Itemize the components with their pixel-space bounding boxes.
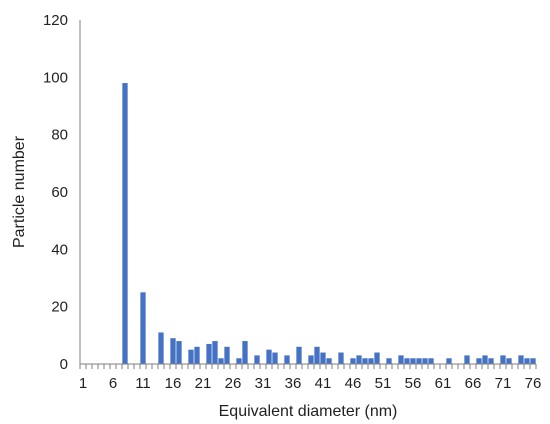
x-tick-label: 66	[465, 375, 482, 392]
bar-75	[524, 358, 530, 364]
bar-57	[416, 358, 422, 364]
x-axis-title: Equivalent diameter (nm)	[219, 403, 398, 420]
bar-11	[140, 292, 146, 364]
bar-72	[506, 358, 512, 364]
x-tick-label: 11	[135, 375, 151, 392]
bar-23	[212, 341, 218, 364]
bar-50	[374, 352, 380, 364]
y-tick-label: 60	[51, 184, 68, 201]
bar-30	[254, 355, 260, 364]
bar-65	[464, 355, 470, 364]
y-tick-labels: 0 20 40 60 80 100 120	[43, 12, 68, 373]
x-tick-label: 46	[345, 375, 362, 392]
x-tick-label: 26	[225, 375, 242, 392]
y-tick-label: 40	[51, 241, 68, 258]
x-tick-label: 61	[435, 375, 452, 392]
bar-39	[308, 355, 314, 364]
x-tick-label: 36	[285, 375, 302, 392]
x-tick-label: 31	[255, 375, 272, 392]
x-tick-label: 41	[315, 375, 332, 392]
bar-54	[398, 355, 404, 364]
x-tick-labels: 1 6 11 16 21 26 31 36 41 46 51 56 61 66 71 76	[79, 364, 542, 392]
x-tick-label: 16	[165, 375, 182, 392]
bar-55	[404, 358, 410, 364]
bar-46	[350, 358, 356, 364]
bar-59	[428, 358, 434, 364]
bar-28	[242, 341, 248, 364]
bar-37	[296, 346, 302, 364]
bar-40	[314, 346, 320, 364]
bar-33	[272, 352, 278, 364]
bar-71	[500, 355, 506, 364]
bar-32	[266, 349, 272, 364]
y-axis-title: Particle number	[11, 135, 28, 248]
x-tick-label: 21	[195, 375, 212, 392]
y-tick-label: 120	[43, 12, 68, 29]
bar-19	[188, 349, 194, 364]
bar-20	[194, 346, 200, 364]
bar-68	[482, 355, 488, 364]
bar-35	[284, 355, 290, 364]
x-tick-label: 6	[109, 375, 117, 392]
bar-48	[362, 358, 368, 364]
x-tick-label: 76	[525, 375, 542, 392]
bar-14	[158, 332, 164, 364]
bar-52	[386, 358, 392, 364]
bar-25	[224, 346, 230, 364]
bar-17	[176, 341, 182, 364]
x-tick-label: 71	[495, 375, 512, 392]
y-tick-label: 20	[51, 299, 68, 316]
bar-8	[122, 83, 128, 364]
bar-58	[422, 358, 428, 364]
y-tick-label: 0	[60, 356, 68, 373]
bar-24	[218, 358, 224, 364]
x-tick-label: 51	[375, 375, 392, 392]
x-tick-label: 56	[405, 375, 422, 392]
bar-27	[236, 358, 242, 364]
bar-49	[368, 358, 374, 364]
bar-74	[518, 355, 524, 364]
bar-56	[410, 358, 416, 364]
y-tick-label: 80	[51, 127, 68, 144]
bar-41	[320, 352, 326, 364]
bar-42	[326, 358, 332, 364]
bar-67	[476, 358, 482, 364]
bar-16	[170, 338, 176, 364]
x-tick-label: 1	[79, 375, 87, 392]
bar-69	[488, 358, 494, 364]
y-tick-label: 100	[43, 69, 68, 86]
bar-44	[338, 352, 344, 364]
bar-62	[446, 358, 452, 364]
bar-22	[206, 343, 212, 364]
bar-47	[356, 355, 362, 364]
bars-group	[122, 83, 536, 364]
bar-76	[530, 358, 536, 364]
